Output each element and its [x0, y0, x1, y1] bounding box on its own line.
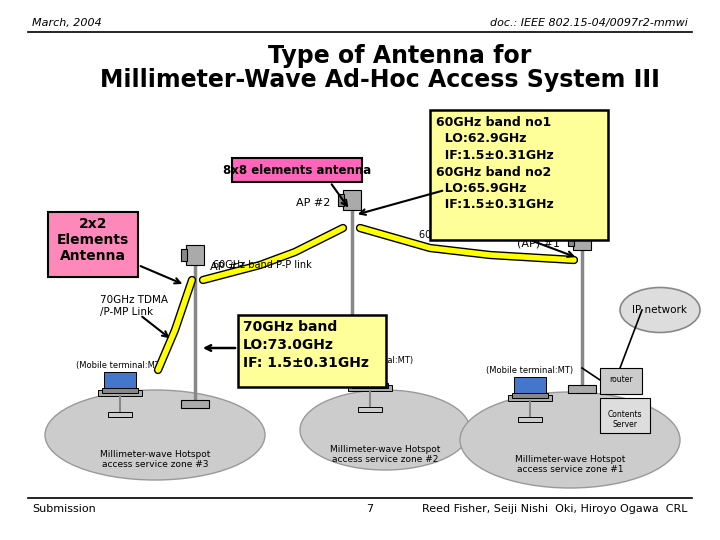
FancyBboxPatch shape [430, 110, 608, 240]
FancyBboxPatch shape [338, 330, 366, 338]
FancyBboxPatch shape [232, 158, 362, 182]
Text: Access point
(AP) #1: Access point (AP) #1 [490, 226, 560, 248]
Text: (Mobile terminal:MT): (Mobile terminal:MT) [76, 361, 163, 370]
FancyBboxPatch shape [238, 315, 386, 387]
FancyBboxPatch shape [568, 385, 596, 393]
FancyBboxPatch shape [102, 388, 138, 393]
Text: router: router [609, 375, 633, 384]
Text: 8x8 elements antenna: 8x8 elements antenna [223, 164, 371, 177]
Text: 60GHz band P-P link: 60GHz band P-P link [212, 260, 311, 270]
Text: Reed Fisher, Seiji Nishi  Oki, Hiroyo Ogawa  CRL: Reed Fisher, Seiji Nishi Oki, Hiroyo Oga… [423, 504, 688, 514]
FancyBboxPatch shape [573, 230, 591, 250]
FancyBboxPatch shape [338, 194, 344, 206]
Text: (Mobile terminal:MT): (Mobile terminal:MT) [487, 366, 574, 375]
Text: IP network: IP network [632, 305, 688, 315]
FancyBboxPatch shape [48, 212, 138, 277]
Text: 7: 7 [366, 504, 374, 514]
FancyBboxPatch shape [358, 407, 382, 412]
FancyBboxPatch shape [508, 395, 552, 401]
FancyBboxPatch shape [181, 249, 187, 261]
FancyBboxPatch shape [514, 377, 546, 395]
FancyBboxPatch shape [518, 417, 542, 422]
FancyBboxPatch shape [352, 383, 388, 388]
Text: 60GHz band P-P link: 60GHz band P-P link [418, 230, 518, 240]
Text: Millimeter-wave Hotspot
access service zone #1: Millimeter-wave Hotspot access service z… [515, 455, 625, 475]
Text: 60GHz band no1
  LO:62.9GHz
  IF:1.5±0.31GHz
60GHz band no2
  LO:65.9GHz
  IF:1.: 60GHz band no1 LO:62.9GHz IF:1.5±0.31GHz… [436, 116, 554, 212]
FancyBboxPatch shape [348, 385, 392, 391]
Text: Millimeter-wave Hotspot
access service zone #2: Millimeter-wave Hotspot access service z… [330, 445, 440, 464]
Text: AP #2: AP #2 [296, 198, 330, 208]
Text: Type of Antenna for: Type of Antenna for [269, 44, 531, 68]
FancyBboxPatch shape [108, 412, 132, 417]
FancyBboxPatch shape [186, 245, 204, 265]
Text: AP #3: AP #3 [210, 262, 244, 272]
FancyBboxPatch shape [568, 234, 574, 246]
FancyBboxPatch shape [354, 367, 386, 385]
FancyBboxPatch shape [600, 398, 650, 433]
Text: Contents
Server: Contents Server [608, 410, 642, 429]
Text: doc.: IEEE 802.15-04/0097r2-mmwi: doc.: IEEE 802.15-04/0097r2-mmwi [490, 18, 688, 28]
Text: Submission: Submission [32, 504, 96, 514]
Text: 70GHz TDMA
/P-MP Link: 70GHz TDMA /P-MP Link [100, 295, 168, 316]
Text: Millimeter-Wave Ad-Hoc Access System III: Millimeter-Wave Ad-Hoc Access System III [100, 68, 660, 92]
Text: 70GHz band
LO:73.0GHz
IF: 1.5±0.31GHz: 70GHz band LO:73.0GHz IF: 1.5±0.31GHz [243, 320, 369, 370]
FancyBboxPatch shape [343, 190, 361, 210]
FancyBboxPatch shape [104, 372, 136, 390]
Ellipse shape [460, 392, 680, 488]
FancyBboxPatch shape [181, 400, 209, 408]
Text: 2x2
Elements
Antenna: 2x2 Elements Antenna [57, 217, 129, 263]
Text: Millimeter-wave Hotspot
access service zone #3: Millimeter-wave Hotspot access service z… [100, 450, 210, 469]
Ellipse shape [45, 390, 265, 480]
FancyBboxPatch shape [512, 393, 548, 398]
FancyBboxPatch shape [600, 368, 642, 394]
Text: March, 2004: March, 2004 [32, 18, 102, 28]
Ellipse shape [300, 390, 470, 470]
Ellipse shape [620, 287, 700, 333]
Text: (Mobile terminal:MT): (Mobile terminal:MT) [326, 356, 413, 365]
FancyBboxPatch shape [98, 390, 142, 396]
